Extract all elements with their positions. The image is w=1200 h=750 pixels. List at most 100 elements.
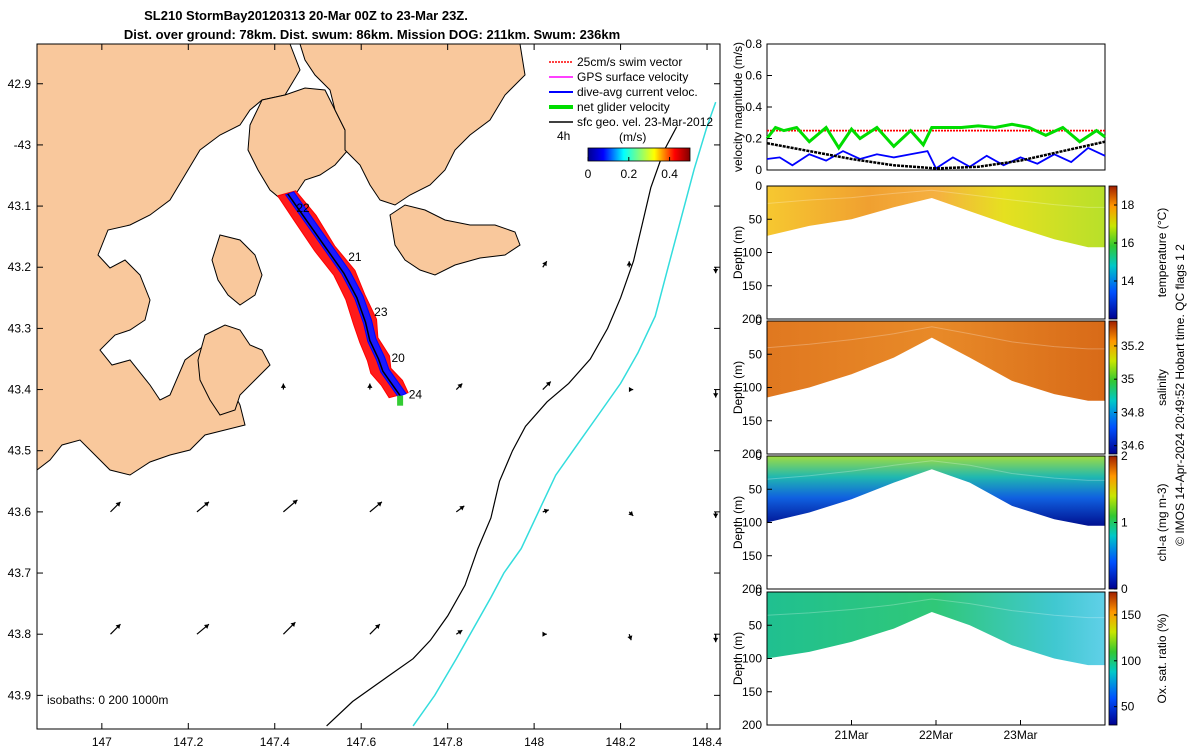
land-masses <box>37 44 526 476</box>
geo-vector-arrow <box>542 508 549 514</box>
velocity-axis-ticks: 0 0.2 0.4 0.6 0.8 <box>745 37 772 177</box>
map-y-tick-label: 43.2 <box>8 260 32 274</box>
land-north-peninsula <box>247 87 349 201</box>
geo-vector-head <box>628 386 634 393</box>
map-x-tick-label: 147.8 <box>433 735 463 749</box>
geo-vector-head <box>457 630 463 635</box>
land-northeast <box>299 44 526 206</box>
oxygen-y-tick-label: 0 <box>755 585 762 599</box>
geo-vector-arrow <box>282 621 296 635</box>
geo-vector-arrow <box>627 634 633 641</box>
velocity-series-net-glider-velocity <box>765 122 1106 151</box>
geo-vector-arrow <box>110 501 121 513</box>
map-y-tick-label: 43.6 <box>8 505 32 519</box>
land-bruny-island <box>211 234 263 306</box>
velocity-plot-area <box>766 43 1106 171</box>
chla-y-tick-label: 200 <box>742 582 762 596</box>
salinity-colorbar <box>1108 320 1118 455</box>
velocity-series-sfc-geo-vel-23-mar-2012 <box>766 140 1106 170</box>
glider-track <box>287 193 401 397</box>
map-y-tick-label: 42.9 <box>8 77 32 91</box>
temperature-colorbar <box>1108 185 1118 320</box>
salinity-section-fill <box>767 321 1105 401</box>
title-line-1: SL210 StormBay20120313 20-Mar 00Z to 23-… <box>144 8 468 23</box>
isobath-legend-label: isobaths: 0 200 1000m <box>47 693 168 707</box>
chla-colorbar-tick-label: 0 <box>1121 582 1128 596</box>
geo-vector-arrow <box>713 511 719 518</box>
legend-swim-vector-label: 25cm/s swim vector <box>577 55 682 69</box>
geo-vector-head <box>376 501 382 507</box>
temperature-panel: 0 50 100 150 200 Depth (m) 14 16 18 temperature (… <box>731 179 1169 326</box>
map-x-tick-label: 147.6 <box>346 735 376 749</box>
geo-vector-arrow <box>196 623 210 635</box>
salinity-colorbar-label: salinity <box>1155 369 1169 406</box>
chla-panel: 0 50 100 150 200 Depth (m) 0 1 2 chl-a (mg m-3) <box>731 449 1169 596</box>
chla-colorbar-tick-label: 2 <box>1121 449 1128 463</box>
geo-vector-head <box>367 383 373 388</box>
geo-vector-arrow <box>628 511 634 517</box>
map-y-tick-label: 43.3 <box>8 321 32 335</box>
oxygen-y-tick-label: 200 <box>742 718 762 732</box>
oxygen-y-tick-label: 100 <box>742 652 762 666</box>
temperature-y-tick-label: 50 <box>749 212 763 226</box>
geo-vector-head <box>375 624 380 630</box>
geostrophic-vector-field <box>110 260 719 643</box>
colorbar-tick-label: 0 <box>585 167 592 181</box>
map-y-tick-label: 43.7 <box>8 566 32 580</box>
geo-vector-arrow <box>455 629 463 635</box>
salinity-colorbar-tick-label: 35.2 <box>1121 339 1145 353</box>
geo-vector-arrow <box>196 501 210 513</box>
map-x-tick-label: 147.4 <box>260 735 290 749</box>
salinity-colorbar-tick-label: 34.8 <box>1121 405 1145 419</box>
temperature-colorbar-tick-label: 14 <box>1121 274 1135 288</box>
salinity-ridge-line <box>766 326 1105 350</box>
speed-colorbar-ticks: 0 0.2 0.4 <box>585 157 678 181</box>
chla-y-tick-label: 0 <box>755 449 762 463</box>
geo-vector-head <box>459 505 465 511</box>
land-tasman-peninsula <box>197 324 271 416</box>
velocity-y-tick-label: 0.4 <box>745 100 762 114</box>
geo-vector-arrow <box>369 501 383 513</box>
geo-vector-head <box>545 381 551 387</box>
geo-vector-arrow <box>542 260 548 268</box>
temperature-y-tick-label: 200 <box>742 312 762 326</box>
geo-vector-head <box>542 261 547 267</box>
oxygen-section-fill <box>767 592 1105 666</box>
chla-section-fill <box>767 456 1105 526</box>
oxygen-colorbar-tick-label: 150 <box>1121 608 1141 622</box>
geo-vector-head <box>713 268 719 274</box>
oxygen-y-tick-label: 150 <box>742 685 762 699</box>
legend-net-glider-velocity-label: net glider velocity <box>577 100 670 114</box>
temperature-ridge-line <box>766 189 1105 208</box>
legend-gps-velocity-label: GPS surface velocity <box>577 70 688 84</box>
isobath-1000m <box>412 101 717 727</box>
oxygen-colorbar <box>1108 591 1118 726</box>
geo-vector-head <box>115 624 121 630</box>
oxygen-colorbar-tick-label: 50 <box>1121 700 1135 714</box>
temperature-colorbar-tick-label: 16 <box>1121 236 1135 250</box>
geo-vector-head <box>204 501 209 507</box>
map-panel: 22 21 23 20 24 147 147.2 147.4 147.6 147.8 148 148… <box>8 43 722 749</box>
geo-vector-head <box>290 622 296 628</box>
glider-track-group <box>276 190 409 406</box>
salinity-panel: 0 50 100 150 200 Depth (m) 34.6 34.8 35 35.2 salin… <box>731 314 1169 461</box>
geo-vector-head <box>627 635 633 641</box>
salinity-y-tick-label: 50 <box>749 347 763 361</box>
credit-line: © IMOS 14-Apr-2024 20:49:52 Hobart time.… <box>1173 244 1187 546</box>
geo-vector-head <box>543 508 549 514</box>
day-label: 21 <box>348 250 362 264</box>
temperature-y-tick-label: 150 <box>742 279 762 293</box>
legend-interval-label: 4h <box>557 129 570 143</box>
oxygen-y-tick-label: 50 <box>749 618 763 632</box>
geo-vector-arrow <box>626 261 632 268</box>
geo-vector-head <box>115 501 121 507</box>
day-label: 20 <box>391 351 405 365</box>
salinity-colorbar-tick-label: 35 <box>1121 372 1135 386</box>
day-label: 24 <box>409 388 423 402</box>
salinity-y-tick-label: 0 <box>755 314 762 328</box>
temperature-colorbar-tick-label: 18 <box>1121 198 1135 212</box>
geo-vector-arrow <box>283 499 298 513</box>
geo-vector-head <box>204 624 209 629</box>
